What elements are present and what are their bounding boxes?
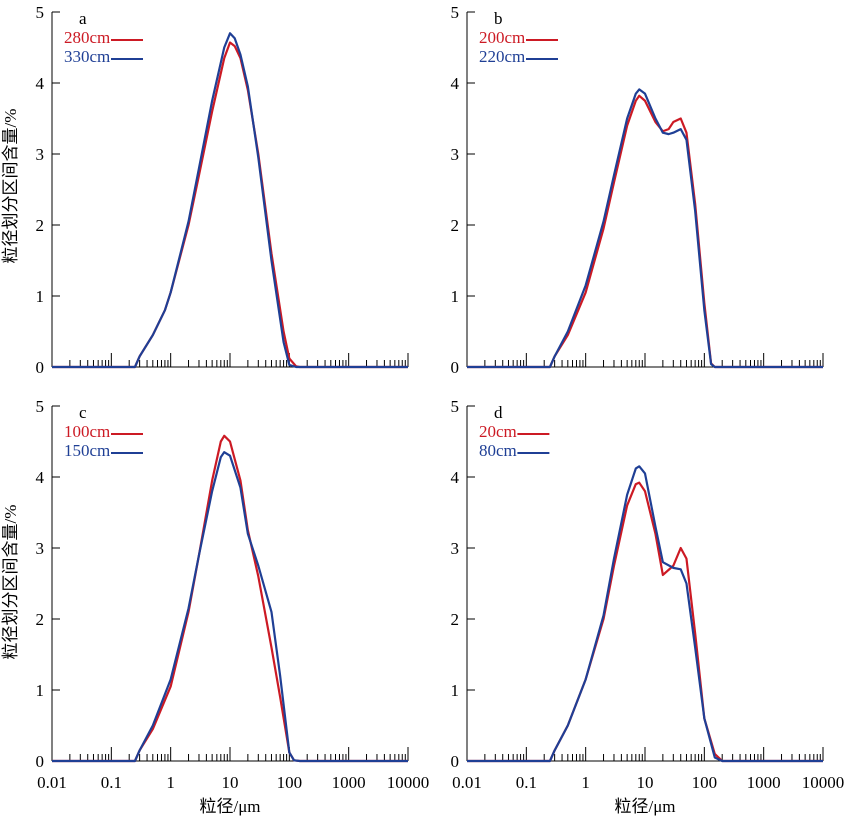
- series-line-200cm: [467, 94, 823, 369]
- y-tick-label: 3: [451, 539, 460, 558]
- x-tick-label: 1000: [332, 773, 366, 792]
- y-tick-label: 4: [451, 468, 460, 487]
- series-line-100cm: [52, 434, 408, 763]
- legend-label: 200cm: [479, 28, 525, 47]
- x-tick-label: 1000: [747, 773, 781, 792]
- y-tick-label: 0: [451, 358, 460, 377]
- y-tick-label: 0: [451, 752, 460, 771]
- series-line-280cm: [52, 41, 408, 369]
- x-tick-label: 0.1: [516, 773, 537, 792]
- x-tick-label: 1: [581, 773, 590, 792]
- y-tick-label: 2: [36, 610, 45, 629]
- x-tick-label: 10000: [387, 773, 430, 792]
- y-tick-label: 5: [451, 3, 460, 22]
- series-line-150cm: [52, 451, 408, 763]
- y-axis-label-top: 粒径划分区间含量/%: [1, 109, 20, 264]
- x-tick-label: 0.01: [37, 773, 67, 792]
- legend-label: 330cm: [64, 47, 110, 66]
- y-tick-label: 3: [451, 145, 460, 164]
- panel-label: a: [79, 9, 87, 28]
- y-tick-label: 2: [36, 216, 45, 235]
- x-tick-label: 100: [277, 773, 303, 792]
- series-line-330cm: [52, 32, 408, 369]
- x-tick-label: 0.01: [452, 773, 482, 792]
- y-tick-label: 0: [36, 358, 45, 377]
- x-tick-label: 0.1: [101, 773, 122, 792]
- x-tick-label: 1: [166, 773, 175, 792]
- legend-label: 150cm: [64, 441, 110, 460]
- y-tick-label: 1: [451, 287, 460, 306]
- x-tick-label: 10000: [802, 773, 845, 792]
- x-tick-label: 10: [637, 773, 654, 792]
- panel-label: c: [79, 403, 87, 422]
- panel-label: d: [494, 403, 503, 422]
- legend-label: 220cm: [479, 47, 525, 66]
- series-line-80cm: [467, 465, 823, 763]
- y-tick-label: 5: [451, 397, 460, 416]
- series-line-220cm: [467, 88, 823, 369]
- y-tick-label: 3: [36, 145, 45, 164]
- y-tick-label: 4: [36, 74, 45, 93]
- legend-label: 280cm: [64, 28, 110, 47]
- legend-label: 20cm: [479, 422, 517, 441]
- y-tick-label: 1: [36, 287, 45, 306]
- y-tick-label: 2: [451, 216, 460, 235]
- y-tick-label: 2: [451, 610, 460, 629]
- legend-label: 100cm: [64, 422, 110, 441]
- y-tick-label: 4: [36, 468, 45, 487]
- series-line-20cm: [467, 481, 823, 763]
- y-tick-label: 1: [451, 681, 460, 700]
- y-axis-label-bottom: 粒径划分区间含量/%: [1, 505, 20, 660]
- x-tick-label: 10: [222, 773, 239, 792]
- y-tick-label: 3: [36, 539, 45, 558]
- y-tick-label: 5: [36, 3, 45, 22]
- y-tick-label: 1: [36, 681, 45, 700]
- y-tick-label: 4: [451, 74, 460, 93]
- y-tick-label: 0: [36, 752, 45, 771]
- panel-label: b: [494, 9, 503, 28]
- x-axis-label-left: 粒径/μm: [199, 797, 260, 816]
- x-tick-label: 100: [692, 773, 718, 792]
- y-tick-label: 5: [36, 397, 45, 416]
- x-axis-label-right: 粒径/μm: [614, 797, 675, 816]
- legend-label: 80cm: [479, 441, 517, 460]
